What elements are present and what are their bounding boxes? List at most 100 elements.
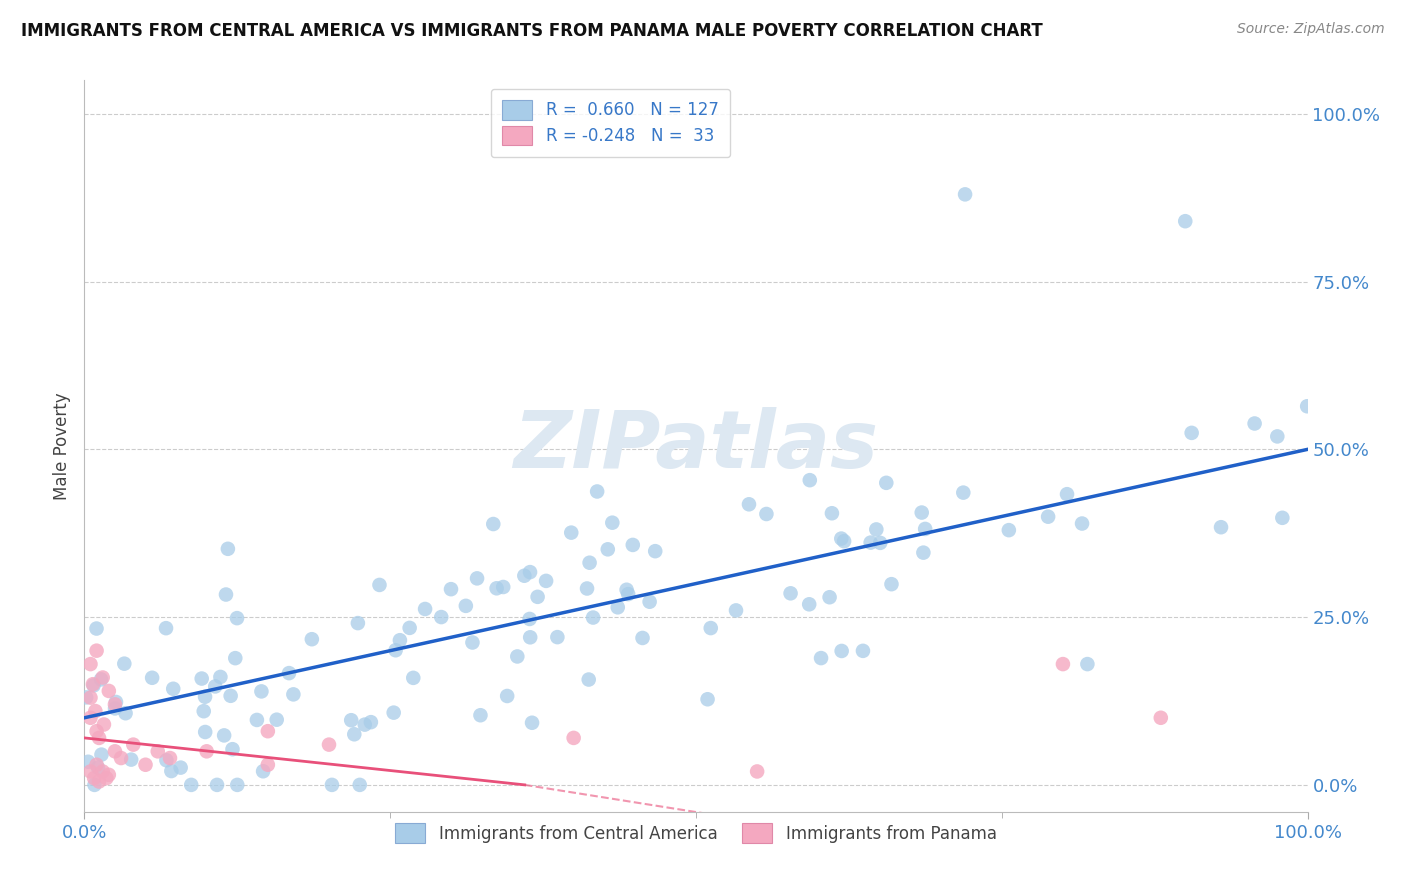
Point: [77, 755, 100, 769]
Point: [546, 630, 568, 644]
Point: [534, 574, 557, 588]
Point: [122, 738, 145, 752]
Point: [224, 651, 246, 665]
Point: [526, 590, 548, 604]
Point: [79, 657, 101, 671]
Point: [84, 704, 107, 718]
Point: [880, 577, 903, 591]
Point: [513, 568, 536, 582]
Point: [440, 582, 463, 596]
Point: [492, 580, 515, 594]
Point: [190, 672, 212, 686]
Point: [952, 485, 974, 500]
Point: [87, 731, 110, 745]
Point: [79, 711, 101, 725]
Point: [465, 571, 488, 585]
Point: [79, 690, 101, 705]
Point: [97, 684, 120, 698]
Point: [104, 744, 127, 758]
Point: [998, 523, 1021, 537]
Point: [1174, 214, 1197, 228]
Point: [506, 649, 529, 664]
Point: [212, 728, 235, 742]
Point: [810, 651, 832, 665]
Point: [430, 610, 453, 624]
Point: [155, 621, 177, 635]
Point: [631, 631, 654, 645]
Point: [321, 778, 343, 792]
Point: [340, 713, 363, 727]
Point: [159, 751, 181, 765]
Point: [875, 475, 897, 490]
Point: [219, 689, 242, 703]
Point: [93, 717, 115, 731]
Point: [953, 187, 976, 202]
Point: [596, 542, 619, 557]
Point: [104, 698, 127, 712]
Point: [146, 744, 169, 758]
Point: [454, 599, 477, 613]
Point: [560, 525, 582, 540]
Point: [283, 687, 305, 701]
Point: [347, 616, 370, 631]
Point: [215, 588, 238, 602]
Point: [318, 738, 340, 752]
Legend: Immigrants from Central America, Immigrants from Panama: Immigrants from Central America, Immigra…: [387, 815, 1005, 851]
Point: [226, 611, 249, 625]
Point: [1076, 657, 1098, 671]
Point: [193, 704, 215, 718]
Point: [169, 761, 191, 775]
Point: [91, 671, 114, 685]
Point: [75, 690, 97, 705]
Point: [832, 534, 855, 549]
Point: [696, 692, 718, 706]
Point: [1036, 509, 1059, 524]
Point: [226, 778, 249, 792]
Point: [1243, 417, 1265, 431]
Point: [1271, 511, 1294, 525]
Point: [578, 673, 600, 687]
Point: [384, 643, 406, 657]
Point: [831, 644, 853, 658]
Point: [799, 473, 821, 487]
Point: [911, 506, 934, 520]
Point: [86, 643, 108, 657]
Point: [402, 671, 425, 685]
Point: [91, 764, 114, 779]
Point: [779, 586, 801, 600]
Point: [82, 677, 104, 691]
Point: [257, 757, 280, 772]
Point: [278, 666, 301, 681]
Point: [86, 724, 108, 739]
Point: [482, 516, 505, 531]
Point: [162, 681, 184, 696]
Point: [700, 621, 723, 635]
Point: [86, 622, 108, 636]
Point: [104, 701, 127, 715]
Point: [859, 535, 882, 549]
Point: [520, 715, 543, 730]
Text: IMMIGRANTS FROM CENTRAL AMERICA VS IMMIGRANTS FROM PANAMA MALE POVERTY CORRELATI: IMMIGRANTS FROM CENTRAL AMERICA VS IMMIG…: [21, 22, 1043, 40]
Point: [606, 600, 628, 615]
Point: [112, 657, 135, 671]
Point: [1265, 429, 1288, 443]
Point: [83, 771, 105, 785]
Point: [353, 717, 375, 731]
Point: [205, 778, 228, 792]
Point: [821, 506, 844, 520]
Point: [349, 778, 371, 792]
Point: [616, 582, 638, 597]
Point: [1296, 399, 1319, 413]
Point: [644, 544, 666, 558]
Point: [97, 768, 120, 782]
Point: [96, 771, 118, 785]
Point: [250, 684, 273, 698]
Point: [110, 751, 132, 765]
Y-axis label: Male Poverty: Male Poverty: [53, 392, 72, 500]
Point: [257, 724, 280, 739]
Point: [747, 764, 769, 779]
Point: [194, 725, 217, 739]
Point: [1181, 425, 1204, 440]
Point: [382, 706, 405, 720]
Point: [724, 603, 747, 617]
